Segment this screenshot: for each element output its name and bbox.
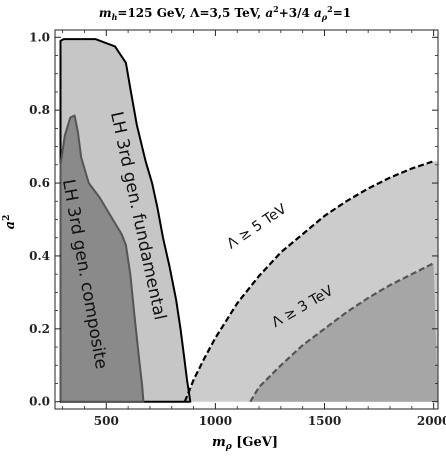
x-tick-label: 500 <box>94 414 119 428</box>
y-axis: 0.0 0.2 0.4 0.6 0.8 1.0 <box>29 30 438 409</box>
x-tick-label: 1000 <box>199 414 232 428</box>
y-tick-label: 1.0 <box>29 30 50 44</box>
region-composite <box>59 114 145 403</box>
x-tick-label: 1500 <box>308 414 341 428</box>
curve-lambda-5 <box>183 160 434 403</box>
regions-layer <box>59 38 438 403</box>
y-tick-label: 0.8 <box>29 103 50 117</box>
chart-title: mh=125 GeV, Λ=3,5 TeV, a2+3/4 aρ2=1 <box>99 4 351 22</box>
curve-lambda-3 <box>249 262 435 403</box>
y-tick-label: 0.2 <box>29 322 50 336</box>
y-tick-label: 0.6 <box>29 176 50 190</box>
x-axis-label: mρ [GeV] <box>212 435 278 452</box>
region-lambda-3-fill <box>250 263 438 402</box>
y-axis-label: a2 <box>2 215 18 230</box>
y-tick-label: 0.4 <box>29 249 50 263</box>
y-tick-label: 0.0 <box>29 395 50 409</box>
